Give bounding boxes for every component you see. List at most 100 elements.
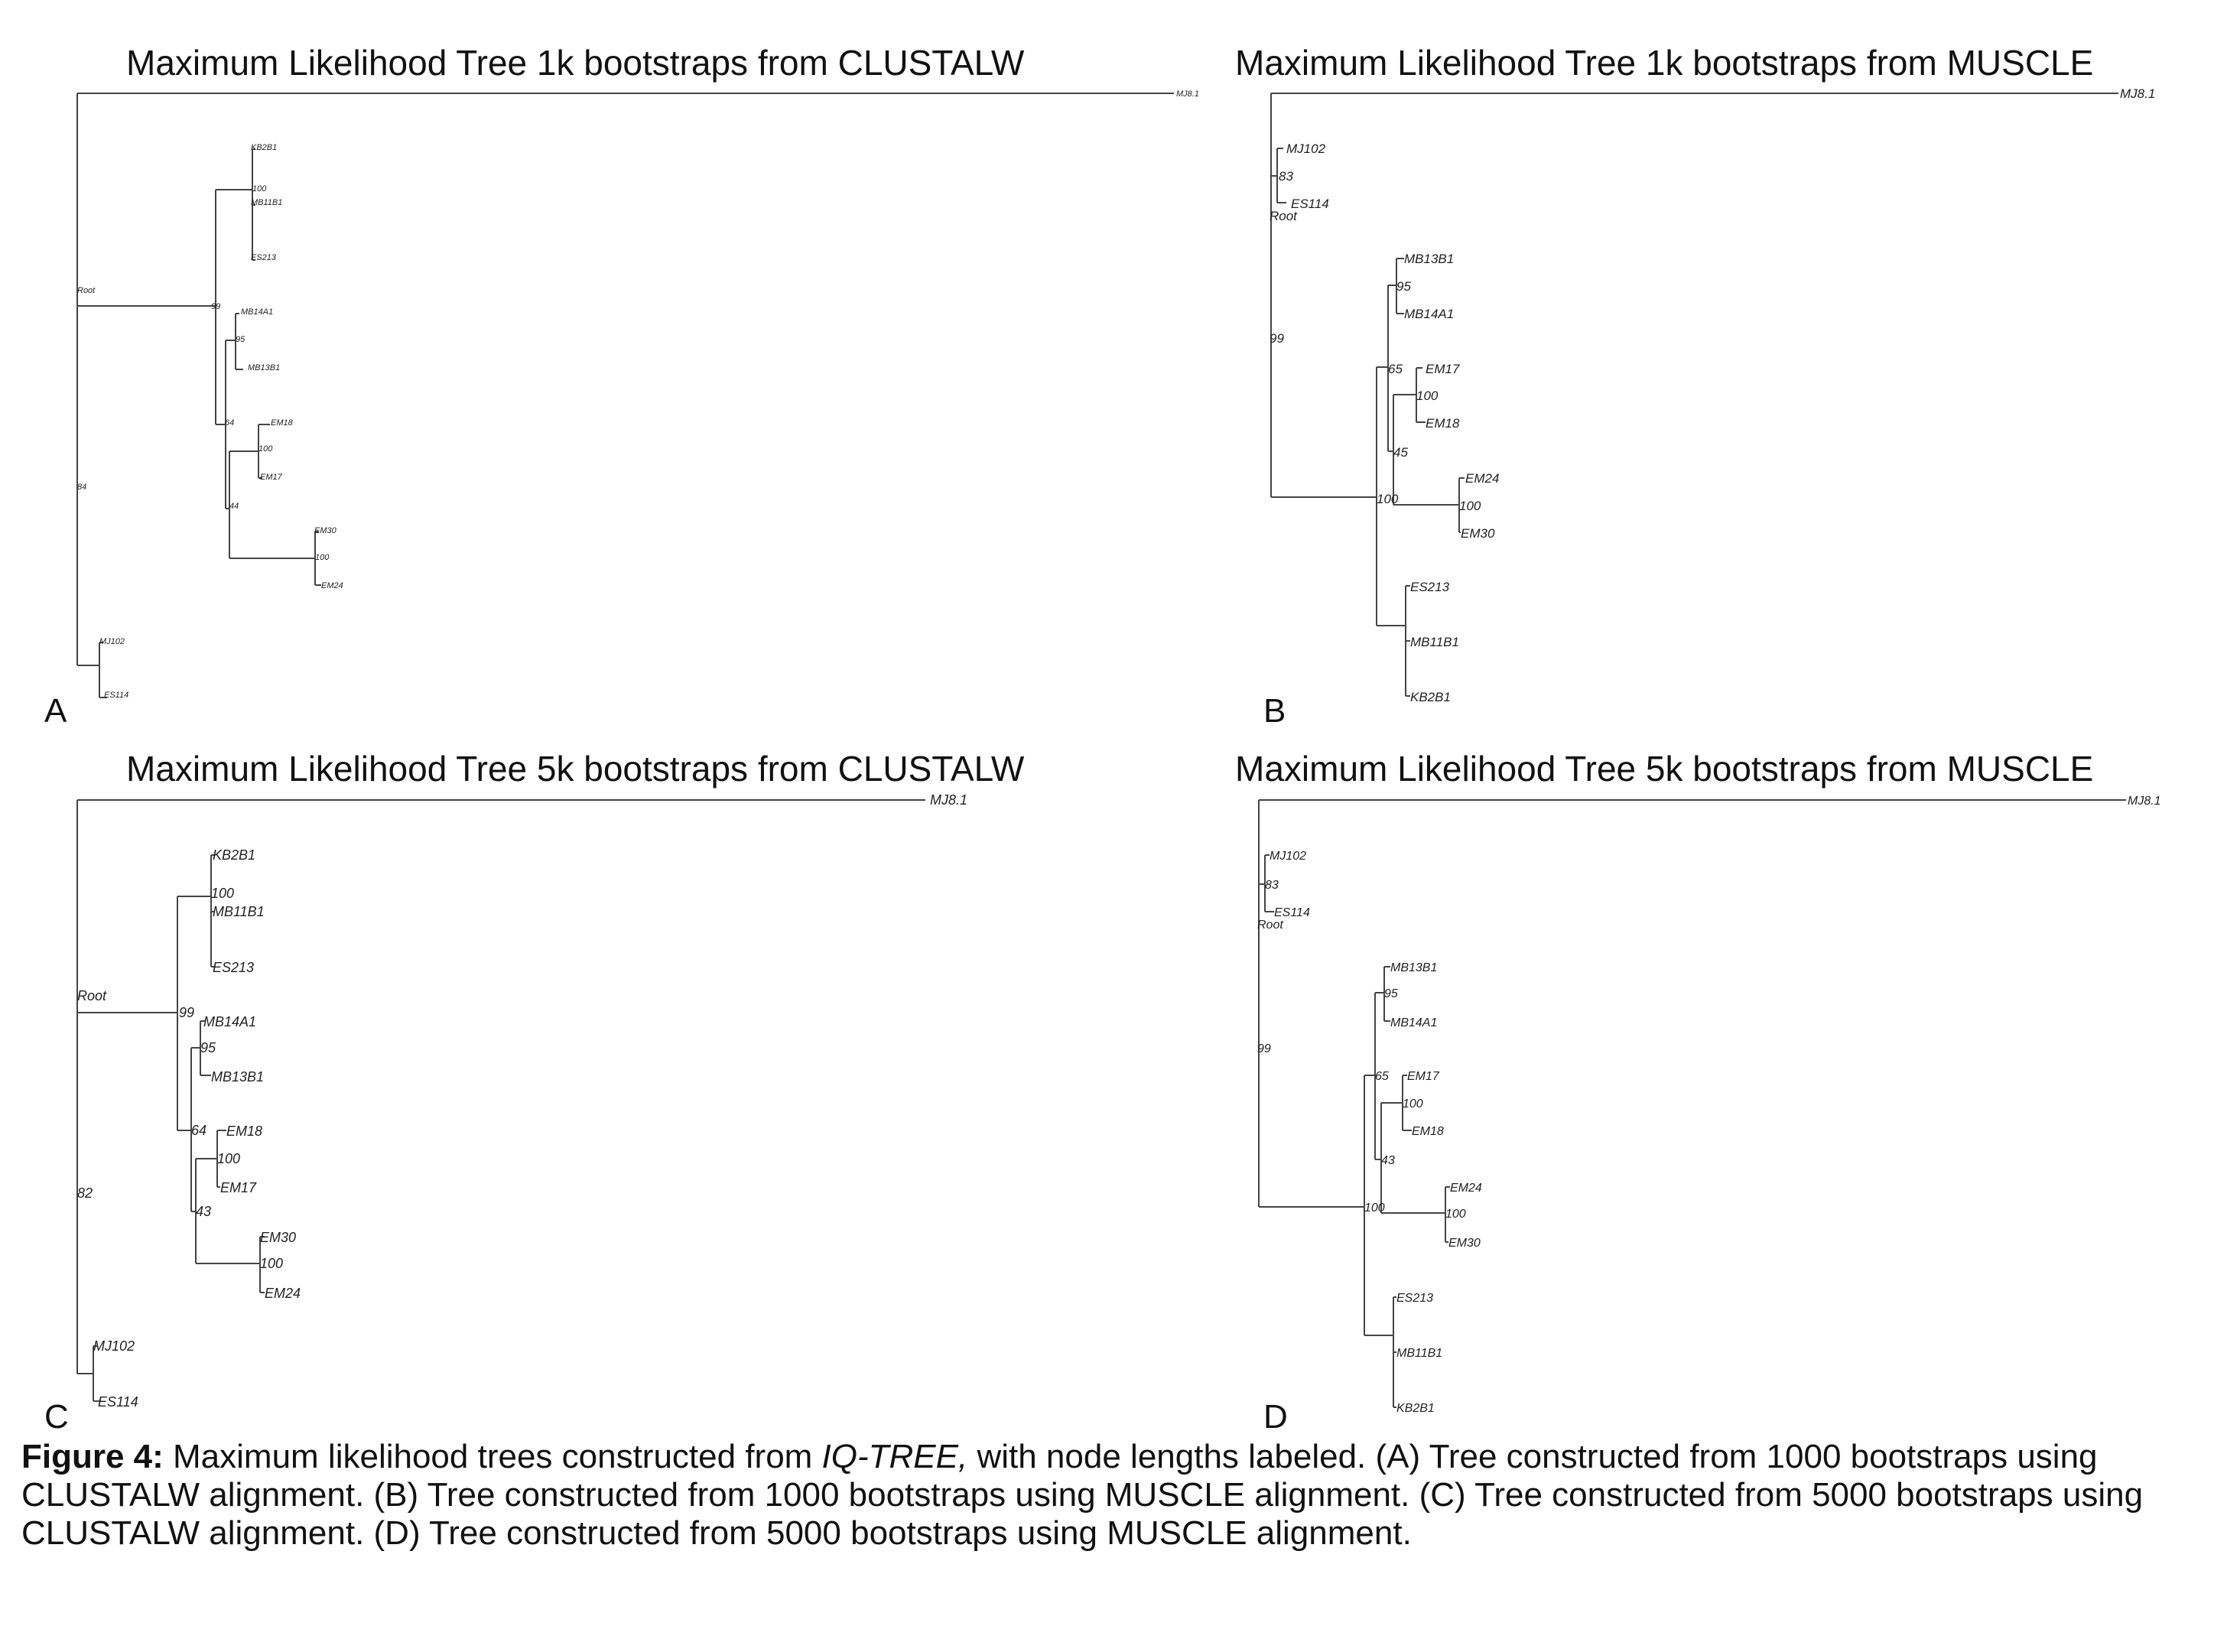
tree-a: MJ8.1 KB2B1 MB11B1 ES213 MB14A1 MB13B1 E… (76, 89, 1199, 700)
taxon-label: EM17 (260, 473, 283, 482)
node-label: 95 (1384, 987, 1398, 1000)
node-label: 95 (236, 335, 245, 344)
panel-b: Maximum Likelihood Tree 1k bootstraps fr… (1117, 0, 2240, 734)
node-label: 100 (211, 886, 234, 901)
node-label: 99 (1257, 1042, 1271, 1055)
panel-c: Maximum Likelihood Tree 5k bootstraps fr… (0, 734, 1224, 1436)
taxon-label: MB11B1 (251, 198, 282, 207)
node-label: 43 (1381, 1154, 1395, 1167)
tree-b-branches (1270, 93, 2118, 697)
node-label: Root (1257, 919, 1283, 932)
node-label: 100 (1403, 1098, 1423, 1111)
panel-d: Maximum Likelihood Tree 5k bootstraps fr… (1117, 734, 2240, 1436)
taxon-label: ES213 (213, 960, 254, 975)
taxon-label: MB13B1 (1390, 961, 1437, 974)
node-label: 100 (1416, 389, 1439, 403)
taxon-label: MB11B1 (1396, 1347, 1442, 1360)
taxon-label: KB2B1 (1410, 690, 1451, 704)
node-label: 99 (211, 302, 220, 311)
panel-c-title: Maximum Likelihood Tree 5k bootstraps fr… (126, 749, 1025, 789)
taxon-label: KB2B1 (213, 847, 255, 863)
node-label: Root (77, 286, 96, 295)
panel-a: Maximum Likelihood Tree 1k bootstraps fr… (0, 0, 1224, 734)
taxon-label: EM17 (1407, 1070, 1440, 1083)
taxon-label: EM24 (321, 581, 343, 590)
taxon-label: EM18 (226, 1124, 262, 1139)
panel-a-letter: A (44, 692, 67, 730)
tree-a-branches (76, 93, 1174, 698)
taxon-label: MJ8.1 (1176, 89, 1199, 99)
taxon-label: EM30 (314, 526, 337, 535)
node-label: 100 (260, 1256, 283, 1271)
node-label: 83 (1279, 169, 1293, 184)
taxon-label: MJ8.1 (930, 792, 967, 808)
tree-b: MJ8.1 MJ102 ES114 MB13B1 MB14A1 EM17 EM1… (1270, 86, 2155, 704)
panel-b-letter: B (1263, 692, 1286, 730)
node-label: Root (77, 988, 107, 1003)
panel-c-letter: C (44, 1398, 69, 1436)
tree-d: MJ8.1 MJ102 ES114 MB13B1 MB14A1 EM17 EM1… (1257, 795, 2161, 1415)
taxon-label: EM17 (220, 1180, 257, 1195)
node-label: 43 (196, 1204, 211, 1219)
taxon-label: MJ8.1 (2128, 795, 2161, 808)
panel-b-title: Maximum Likelihood Tree 1k bootstraps fr… (1235, 43, 2094, 83)
taxon-label: ES114 (1274, 906, 1310, 919)
taxon-label: MJ102 (1286, 141, 1326, 156)
taxon-label: MB13B1 (248, 363, 280, 372)
tree-c: MJ8.1 KB2B1 MB11B1 ES213 MB14A1 MB13B1 E… (76, 792, 967, 1410)
taxon-label: MJ102 (93, 1338, 135, 1354)
taxon-label: MB13B1 (1404, 252, 1454, 266)
taxon-label: MB13B1 (211, 1069, 264, 1085)
node-label: 100 (1445, 1208, 1466, 1221)
taxon-label: EM24 (1465, 471, 1499, 486)
node-label: 99 (179, 1005, 194, 1020)
taxon-label: EM18 (1426, 416, 1460, 431)
taxon-label: MB14A1 (1390, 1016, 1437, 1029)
taxon-label: EM17 (1426, 362, 1460, 376)
figure-caption: Figure 4: Maximum likelihood trees const… (21, 1438, 2216, 1553)
taxon-label: MB11B1 (1410, 635, 1459, 649)
taxon-label: EM18 (271, 418, 294, 428)
taxon-label: ES114 (104, 691, 128, 700)
caption-software: IQ-TREE, (821, 1438, 968, 1475)
node-label: 100 (217, 1151, 240, 1166)
node-label: 95 (200, 1040, 216, 1055)
node-label: 44 (229, 502, 239, 511)
node-label: 100 (315, 553, 330, 562)
node-label: 64 (225, 418, 234, 428)
node-label: 64 (191, 1123, 206, 1138)
taxon-label: MJ8.1 (2120, 86, 2155, 101)
taxon-label: ES213 (251, 253, 277, 262)
taxon-label: ES213 (1396, 1292, 1433, 1305)
taxon-label: EM24 (1450, 1182, 1482, 1195)
tree-c-branches (76, 799, 925, 1402)
node-label: 100 (258, 444, 273, 454)
taxon-label: KB2B1 (251, 143, 277, 152)
taxon-label: MJ102 (1270, 850, 1306, 863)
taxon-label: EM30 (260, 1230, 296, 1245)
taxon-label: MB11B1 (213, 904, 265, 919)
node-label: 84 (77, 483, 86, 492)
node-label: 65 (1375, 1070, 1389, 1083)
node-label: 82 (77, 1185, 93, 1201)
caption-text-1: Maximum likelihood trees constructed fro… (163, 1438, 822, 1475)
panel-d-title: Maximum Likelihood Tree 5k bootstraps fr… (1235, 749, 2094, 789)
caption-lead: Figure 4: (21, 1438, 164, 1475)
node-label: 100 (252, 184, 267, 193)
taxon-label: KB2B1 (1396, 1402, 1435, 1415)
node-label: Root (1270, 209, 1298, 223)
taxon-label: MB14A1 (1404, 307, 1454, 321)
taxon-label: MB14A1 (203, 1014, 256, 1029)
taxon-label: ES114 (98, 1394, 138, 1410)
tree-d-branches (1258, 799, 2126, 1408)
panel-d-letter: D (1263, 1398, 1288, 1436)
node-label: 65 (1388, 362, 1403, 376)
node-label: 100 (1377, 492, 1399, 506)
taxon-label: EM24 (265, 1286, 301, 1301)
node-label: 100 (1364, 1202, 1385, 1215)
taxon-label: EM30 (1461, 526, 1495, 541)
caption-text-2: with node lengths labeled. (A) Tree cons… (21, 1438, 2144, 1552)
taxon-label: MJ102 (99, 637, 125, 646)
node-label: 83 (1265, 879, 1279, 892)
node-label: 100 (1459, 499, 1481, 513)
